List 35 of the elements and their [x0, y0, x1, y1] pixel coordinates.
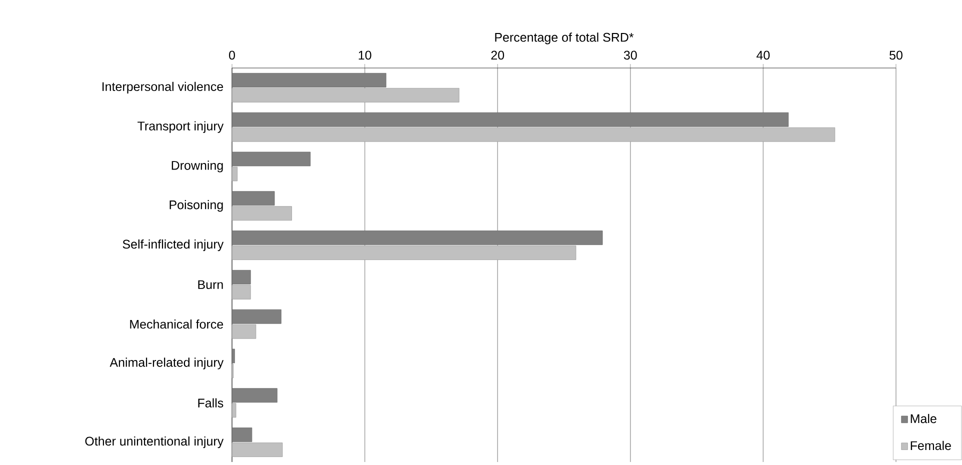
legend-label: Female — [910, 440, 951, 450]
bar — [232, 230, 603, 245]
y-tick-label: Burn — [198, 280, 223, 290]
y-tick-label: Falls — [198, 398, 224, 408]
bar — [232, 72, 386, 88]
bar — [232, 428, 252, 442]
y-tick-label: Other unintentional injury — [85, 436, 224, 448]
bar — [232, 206, 292, 221]
bar — [232, 442, 283, 457]
y-tick-label: Drowning — [172, 160, 223, 172]
y-tick-label: Self-inflicted injury — [122, 239, 224, 252]
bar — [232, 270, 251, 284]
bar — [232, 403, 236, 418]
x-tick-label: 20 — [491, 50, 504, 60]
bar — [232, 191, 275, 206]
bar — [232, 152, 311, 166]
y-tick-label: Transport injury — [138, 121, 224, 133]
x-axis-title: Percentage of total SRD* — [495, 32, 634, 44]
bar — [232, 309, 282, 324]
bar — [232, 324, 256, 339]
bar — [232, 166, 238, 182]
y-tick-label: Animal-related injury — [110, 358, 224, 370]
x-tick-label: 40 — [756, 50, 770, 60]
x-tick-label: 0 — [229, 50, 235, 60]
bar — [232, 284, 251, 300]
y-tick-label: Interpersonal violence — [102, 82, 224, 94]
y-tick-label: Mechanical force — [130, 319, 224, 329]
bar — [232, 388, 278, 403]
x-tick-label: 10 — [358, 50, 372, 60]
bar — [232, 112, 789, 127]
bar — [232, 348, 235, 364]
x-tick-label: 30 — [624, 50, 637, 60]
y-tick-label: Poisoning — [170, 200, 223, 212]
legend-label: Male — [910, 414, 936, 424]
x-tick-label: 50 — [890, 50, 902, 60]
